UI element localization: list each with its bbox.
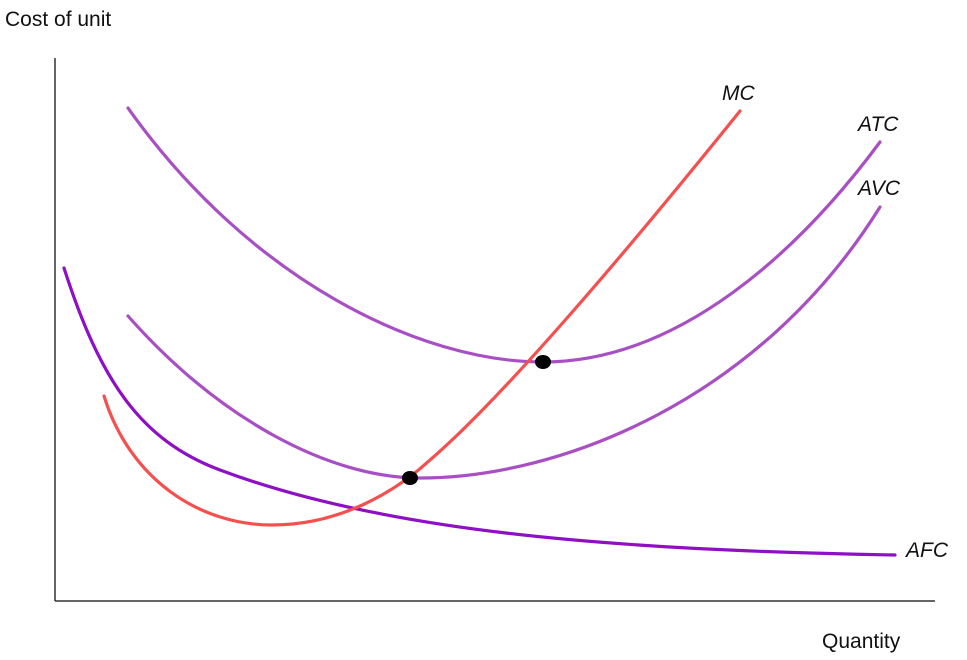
mc-label: MC (722, 82, 755, 105)
atc-curve (126, 106, 882, 364)
afc-curve (62, 266, 897, 557)
atc-label: ATC (856, 113, 899, 136)
mc-curve (102, 109, 742, 527)
atc-min-point (535, 355, 551, 369)
avc-min-point (402, 471, 418, 485)
y-axis-label: Cost of unit (5, 8, 111, 31)
avc-curve (126, 205, 882, 480)
afc-label: AFC (904, 539, 949, 562)
x-axis-label: Quantity (822, 630, 901, 653)
avc-label: AVC (856, 177, 901, 200)
